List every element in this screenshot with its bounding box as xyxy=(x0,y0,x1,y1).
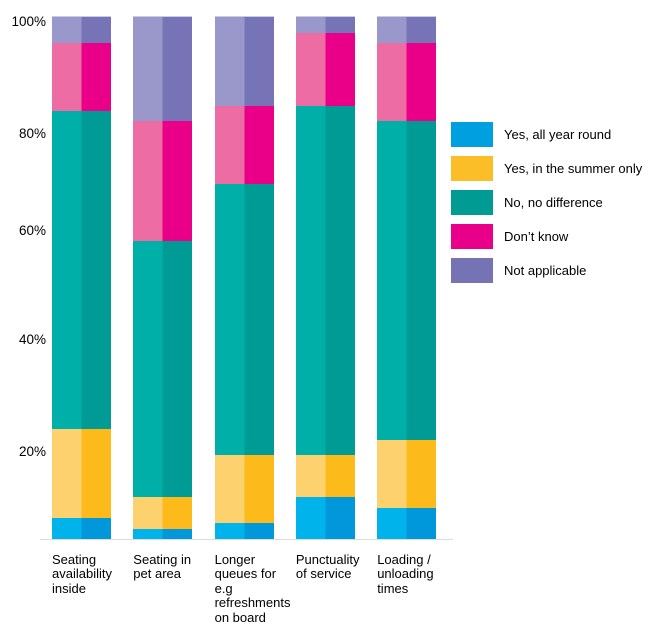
y-tick-60: 60% xyxy=(18,223,46,238)
segment-don-t-know xyxy=(214,105,274,185)
bar-seating-in-pet-area xyxy=(133,17,193,539)
category-label-line: e.g xyxy=(214,580,233,596)
category-label-loading-unloading-times: Loading / unloading times xyxy=(377,552,434,596)
category-label-line: pet area xyxy=(133,566,181,582)
segment-yes-in-the-summer-only xyxy=(52,429,111,519)
segment-yes-all-year-round xyxy=(377,507,437,539)
y-tick-100: 100% xyxy=(11,14,46,29)
segment-no-no-difference xyxy=(214,184,274,456)
segment-yes-in-the-summer-only xyxy=(377,439,437,508)
segment-yes-all-year-round xyxy=(295,497,355,539)
legend-swatch-don-t-know xyxy=(451,224,493,249)
x-axis-line xyxy=(40,539,453,540)
bar-loading-unloading-times xyxy=(377,17,437,539)
legend-label: Not applicable xyxy=(504,263,587,278)
segment-no-no-difference xyxy=(377,121,437,440)
category-label-line: inside xyxy=(52,580,86,596)
legend-label: No, no difference xyxy=(504,195,603,210)
category-label-line: Loading / xyxy=(377,552,431,567)
category-label-seating-in-pet-area: Seating in pet area xyxy=(133,552,192,582)
category-label-line: on board xyxy=(214,609,266,625)
y-tick-80: 80% xyxy=(18,126,46,141)
category-label-longer-queues-for-e-g-refreshments-on-board: Longer queues for e.g refreshments on board xyxy=(214,552,291,625)
category-label-line: Longer xyxy=(214,552,256,567)
segment-yes-all-year-round xyxy=(52,518,111,539)
segment-yes-in-the-summer-only xyxy=(295,455,355,498)
segment-yes-in-the-summer-only xyxy=(214,455,274,524)
legend-swatch-yes-in-the-summer-only xyxy=(451,156,493,181)
legend-swatch-yes-all-year-round xyxy=(451,122,493,147)
legend-label: Yes, all year round xyxy=(504,127,612,142)
legend-item-not-applicable: Not applicable xyxy=(451,258,586,283)
segment-not-applicable xyxy=(377,17,437,44)
bar-longer-queues-for-e-g-refreshments-on-board xyxy=(214,17,274,539)
segment-don-t-know xyxy=(52,43,111,111)
category-label-line: Seating xyxy=(52,552,97,567)
category-label-seating-availability-inside: Seating availability inside xyxy=(52,552,112,596)
y-tick-20: 20% xyxy=(18,444,46,459)
segment-no-no-difference xyxy=(295,105,355,456)
category-label-line: Punctuality xyxy=(295,552,360,567)
category-label-line: of service xyxy=(295,566,352,582)
segment-yes-in-the-summer-only xyxy=(133,497,193,529)
bar-punctuality-of-service xyxy=(295,17,355,539)
category-label-punctuality-of-service: Punctuality of service xyxy=(295,552,360,582)
segment-yes-all-year-round xyxy=(133,528,193,539)
segment-not-applicable xyxy=(214,17,274,106)
y-tick-40: 40% xyxy=(18,332,46,347)
legend-label: Yes, in the summer only xyxy=(504,161,643,176)
category-label-line: unloading xyxy=(377,566,434,582)
segment-not-applicable xyxy=(295,17,355,33)
segment-don-t-know xyxy=(133,121,193,242)
legend-item-don-t-know: Don’t know xyxy=(451,224,568,249)
category-label-line: refreshments xyxy=(214,595,291,611)
legend-item-yes-in-the-summer-only: Yes, in the summer only xyxy=(451,156,642,181)
segment-don-t-know xyxy=(377,43,437,122)
segment-not-applicable xyxy=(52,17,111,44)
legend-swatch-not-applicable xyxy=(451,258,493,283)
legend-label: Don’t know xyxy=(504,229,569,244)
segment-don-t-know xyxy=(295,32,355,106)
segment-not-applicable xyxy=(133,17,193,122)
legend-item-yes-all-year-round: Yes, all year round xyxy=(451,122,611,147)
legend-item-no-no-difference: No, no difference xyxy=(451,190,603,215)
bar-seating-availability-inside xyxy=(52,17,111,539)
category-label-line: availability xyxy=(52,566,112,582)
segment-yes-all-year-round xyxy=(214,523,274,539)
category-label-line: times xyxy=(377,580,409,596)
segment-no-no-difference xyxy=(133,241,193,498)
segment-no-no-difference xyxy=(52,110,111,430)
legend-swatch-no-no-difference xyxy=(451,190,493,215)
category-label-line: Seating in xyxy=(133,552,192,567)
category-label-line: queues for xyxy=(214,566,277,582)
